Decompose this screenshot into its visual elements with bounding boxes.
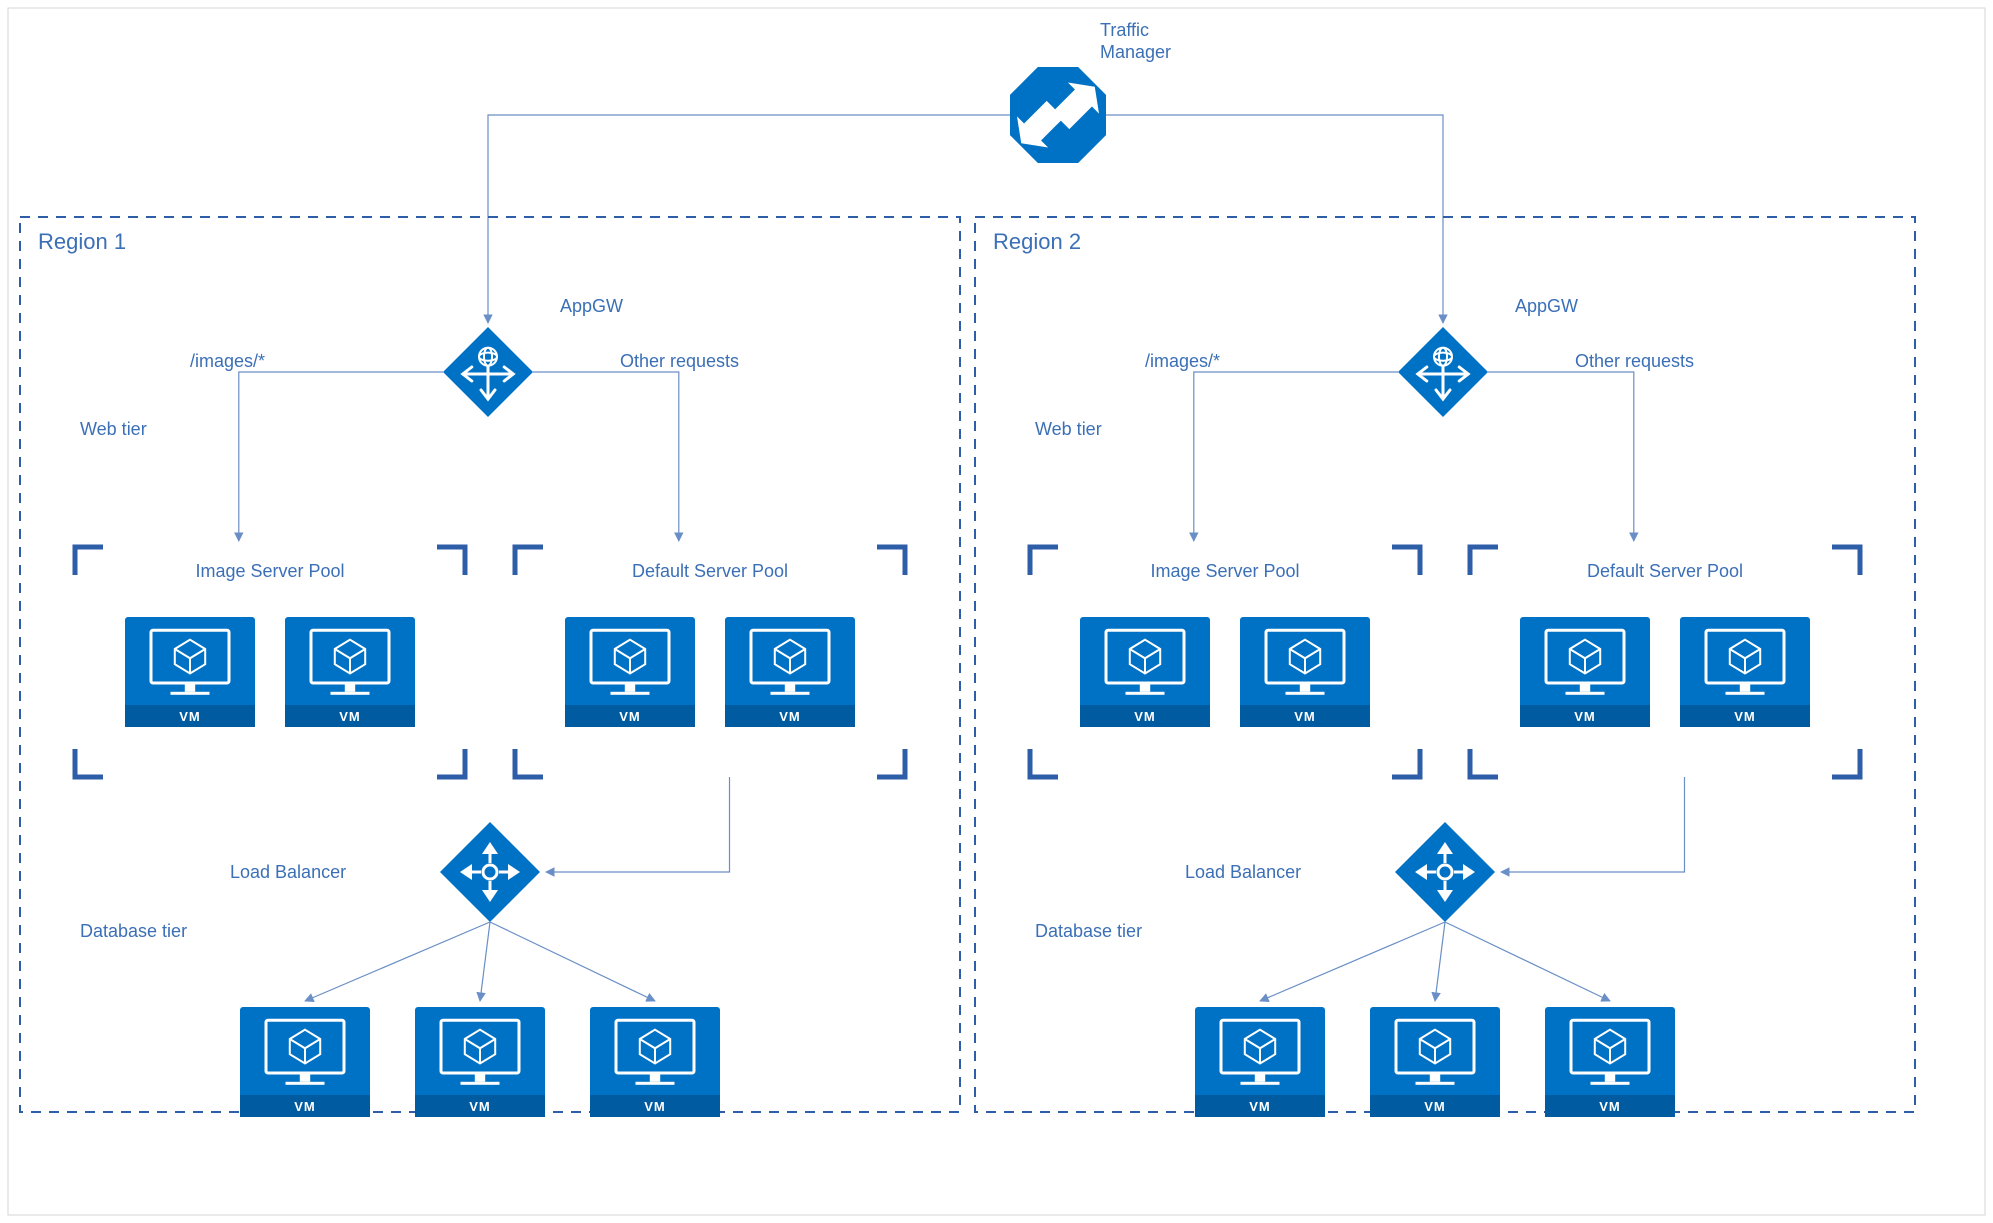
region-label: Region 1 [38, 229, 126, 254]
vm-icon: VM [1080, 617, 1210, 727]
svg-text:VM: VM [1734, 709, 1756, 724]
appgw-icon [443, 327, 533, 417]
svg-text:VM: VM [1294, 709, 1316, 724]
load-balancer-icon [1395, 822, 1495, 922]
default-pool-label: Default Server Pool [1587, 561, 1743, 581]
appgw-label: AppGW [560, 296, 623, 316]
vm-icon: VM [285, 617, 415, 727]
database-tier-label: Database tier [1035, 921, 1142, 941]
web-tier-label: Web tier [80, 419, 147, 439]
svg-text:VM: VM [1424, 1099, 1446, 1114]
vm-icon: VM [240, 1007, 370, 1117]
image-pool-label: Image Server Pool [195, 561, 344, 581]
appgw-label: AppGW [1515, 296, 1578, 316]
traffic-manager-icon [1006, 67, 1111, 163]
vm-icon: VM [415, 1007, 545, 1117]
svg-text:VM: VM [1574, 709, 1596, 724]
region-2: Region 2 AppGW Web tier/images/* Other requ… [975, 217, 1915, 1117]
vm-icon: VM [1195, 1007, 1325, 1117]
traffic-manager-label: TrafficManager [1100, 20, 1171, 62]
svg-text:VM: VM [1599, 1099, 1621, 1114]
svg-text:VM: VM [644, 1099, 666, 1114]
svg-text:VM: VM [619, 709, 641, 724]
database-tier-label: Database tier [80, 921, 187, 941]
vm-icon: VM [125, 617, 255, 727]
default-pool-label: Default Server Pool [632, 561, 788, 581]
svg-text:VM: VM [469, 1099, 491, 1114]
route-other-label: Other requests [620, 351, 739, 371]
route-images-label: /images/* [1145, 351, 1220, 371]
load-balancer-icon [440, 822, 540, 922]
appgw-icon [1398, 327, 1488, 417]
vm-icon: VM [590, 1007, 720, 1117]
vm-icon: VM [725, 617, 855, 727]
vm-icon: VM [1240, 617, 1370, 727]
region-label: Region 2 [993, 229, 1081, 254]
region-1: Region 1 AppGW Web tier/images/* Other requ… [20, 217, 960, 1117]
route-images-label: /images/* [190, 351, 265, 371]
svg-text:VM: VM [1134, 709, 1156, 724]
load-balancer-label: Load Balancer [230, 862, 346, 882]
web-tier-label: Web tier [1035, 419, 1102, 439]
route-other-label: Other requests [1575, 351, 1694, 371]
vm-icon: VM [1520, 617, 1650, 727]
svg-text:VM: VM [1249, 1099, 1271, 1114]
svg-text:VM: VM [779, 709, 801, 724]
svg-text:VM: VM [339, 709, 361, 724]
vm-icon: VM [1545, 1007, 1675, 1117]
svg-text:VM: VM [179, 709, 201, 724]
load-balancer-label: Load Balancer [1185, 862, 1301, 882]
svg-text:VM: VM [294, 1099, 316, 1114]
image-pool-label: Image Server Pool [1150, 561, 1299, 581]
vm-icon: VM [565, 617, 695, 727]
vm-icon: VM [1680, 617, 1810, 727]
vm-icon: VM [1370, 1007, 1500, 1117]
